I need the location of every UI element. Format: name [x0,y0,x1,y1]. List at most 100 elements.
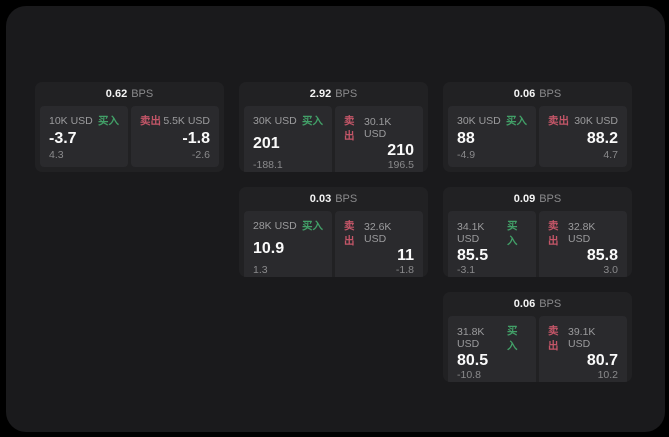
sell-tile[interactable]: 卖出 5.5K USD -1.8 -2.6 [131,106,219,167]
sell-size: 32.6K USD [363,221,392,245]
buy-size: 34.1K USD [457,221,485,245]
quote-card: 0.06 BPS 31.8K USD 买入 80.5 -10.8 卖 [443,292,632,382]
spread-header: 0.06 BPS [443,82,632,106]
buy-tile[interactable]: 30K USD 买入 201 -188.1 [244,106,332,172]
buy-tile[interactable]: 31.8K USD 买入 80.5 -10.8 [448,316,536,382]
quote-card-body: 34.1K USD 买入 85.5 -3.1 卖出 32.8K USD 85.8… [443,211,632,277]
sell-size: 32.8K USD [567,221,596,245]
sell-price: 80.7 [586,352,618,369]
sell-size: 30K USD [574,114,618,127]
buy-delta: 1.3 [253,264,268,276]
sell-delta: -2.6 [191,149,210,161]
buy-tile[interactable]: 28K USD 买入 10.9 1.3 [244,211,332,277]
quote-card-body: 28K USD 买入 10.9 1.3 卖出 32.6K USD 11 -1.8 [239,211,428,277]
buy-label: 买入 [302,115,323,127]
spread-value: 2.92 [309,88,332,100]
spread-unit: BPS [131,88,154,100]
buy-price: 201 [253,134,280,152]
sell-label: 卖出 [548,115,569,127]
spread-value: 0.03 [309,193,332,205]
sell-price: 88.2 [586,129,618,147]
sell-tile-top: 卖出 30.1K USD [344,113,414,143]
buy-delta: -3.1 [457,264,476,276]
buy-size: 31.8K USD [457,326,485,350]
buy-delta: -188.1 [253,159,283,171]
spread-header: 0.06 BPS [443,292,632,316]
quote-card-body: 10K USD 买入 -3.7 4.3 卖出 5.5K USD -1.8 -2.… [35,106,224,172]
buy-size: 28K USD [253,219,297,232]
spread-value: 0.06 [513,298,536,310]
sell-label: 卖出 [548,220,559,247]
spread-unit: BPS [539,298,562,310]
spread-unit: BPS [539,88,562,100]
spread-value: 0.62 [105,88,128,100]
buy-price: 10.9 [253,239,285,257]
buy-tile[interactable]: 34.1K USD 买入 85.5 -3.1 [448,211,536,277]
buy-tile-top: 31.8K USD 买入 [457,323,527,353]
spread-unit: BPS [539,193,562,205]
sell-tile[interactable]: 卖出 32.8K USD 85.8 3.0 [539,211,627,277]
buy-delta: -10.8 [457,369,481,381]
spread-header: 0.03 BPS [239,187,428,211]
sell-tile[interactable]: 卖出 32.6K USD 11 -1.8 [335,211,423,277]
sell-price: -1.8 [182,129,210,147]
buy-delta: 4.3 [49,149,64,161]
buy-tile-top: 28K USD 买入 [253,218,323,233]
buy-tile-top: 30K USD 买入 [253,113,323,128]
buy-price: 80.5 [457,352,489,369]
buy-delta: -4.9 [457,149,476,161]
sell-size: 5.5K USD [163,114,210,127]
sell-tile[interactable]: 卖出 39.1K USD 80.7 10.2 [539,316,627,382]
sell-tile-top: 卖出 32.8K USD [548,218,618,248]
sell-label: 卖出 [344,220,355,247]
sell-tile[interactable]: 卖出 30K USD 88.2 4.7 [539,106,627,167]
buy-price: -3.7 [49,129,77,147]
quote-card: 0.09 BPS 34.1K USD 买入 85.5 -3.1 卖出 [443,187,632,277]
sell-price: 11 [397,247,414,264]
sell-tile-top: 卖出 30K USD [548,113,618,128]
buy-label: 买入 [506,115,527,127]
sell-size: 39.1K USD [567,326,596,350]
buy-tile[interactable]: 10K USD 买入 -3.7 4.3 [40,106,128,167]
sell-price: 85.8 [586,247,618,264]
quote-card-body: 30K USD 买入 88 -4.9 卖出 30K USD 88.2 4.7 [443,106,632,172]
quote-card-body: 30K USD 买入 201 -188.1 卖出 30.1K USD 210 1… [239,106,428,172]
quote-cards-grid: 0.62 BPS 10K USD 买入 -3.7 4.3 卖出 [35,82,632,382]
sell-delta: 10.2 [597,369,618,381]
sell-label: 卖出 [140,115,161,127]
sell-delta: 3.0 [603,264,618,276]
buy-tile-top: 34.1K USD 买入 [457,218,527,248]
sell-size: 30.1K USD [363,116,392,140]
quote-card-body: 31.8K USD 买入 80.5 -10.8 卖出 39.1K USD 80.… [443,316,632,382]
sell-label: 卖出 [344,115,355,142]
buy-tile-top: 10K USD 买入 [49,113,119,128]
sell-tile-top: 卖出 32.6K USD [344,218,414,248]
sell-delta: -1.8 [395,264,414,276]
buy-price: 85.5 [457,247,489,264]
spread-header: 2.92 BPS [239,82,428,106]
quote-card: 0.06 BPS 30K USD 买入 88 -4.9 卖出 [443,82,632,172]
buy-label: 买入 [507,220,518,247]
quote-card: 0.62 BPS 10K USD 买入 -3.7 4.3 卖出 [35,82,224,172]
buy-size: 10K USD [49,114,93,127]
sell-label: 卖出 [548,325,559,352]
sell-delta: 4.7 [603,149,618,161]
spread-unit: BPS [335,88,358,100]
quote-card: 0.03 BPS 28K USD 买入 10.9 1.3 卖出 [239,187,428,277]
spread-value: 0.06 [513,88,536,100]
buy-size: 30K USD [457,114,501,127]
sell-tile[interactable]: 卖出 30.1K USD 210 196.5 [335,106,423,172]
spread-header: 0.09 BPS [443,187,632,211]
buy-label: 买入 [507,325,518,352]
spread-unit: BPS [335,193,358,205]
buy-label: 买入 [98,115,119,127]
buy-price: 88 [457,129,475,147]
spread-header: 0.62 BPS [35,82,224,106]
buy-tile-top: 30K USD 买入 [457,113,527,128]
sell-price: 210 [387,142,414,159]
buy-tile[interactable]: 30K USD 买入 88 -4.9 [448,106,536,167]
sell-tile-top: 卖出 5.5K USD [140,113,210,128]
sell-tile-top: 卖出 39.1K USD [548,323,618,353]
quote-card: 2.92 BPS 30K USD 买入 201 -188.1 卖出 [239,82,428,172]
buy-size: 30K USD [253,114,297,127]
